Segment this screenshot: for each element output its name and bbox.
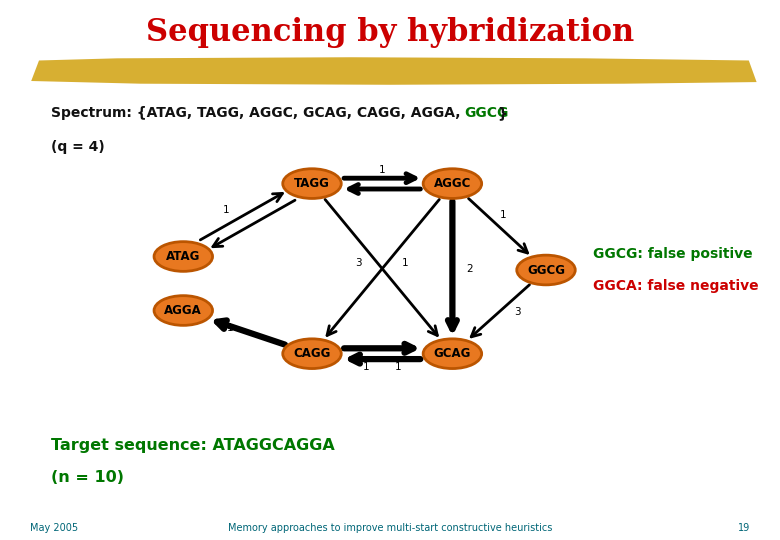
Text: }: } bbox=[498, 106, 508, 120]
Text: Spectrum: {ATAG, TAGG, AGGC, GCAG, CAGG, AGGA,: Spectrum: {ATAG, TAGG, AGGC, GCAG, CAGG,… bbox=[51, 106, 465, 120]
Text: GGCG: false positive: GGCG: false positive bbox=[593, 247, 753, 261]
Text: 1: 1 bbox=[222, 205, 229, 215]
Text: GCAG: GCAG bbox=[434, 347, 471, 360]
Ellipse shape bbox=[154, 295, 212, 325]
Text: 1: 1 bbox=[379, 165, 385, 175]
Text: AGGC: AGGC bbox=[434, 177, 471, 190]
Text: 19: 19 bbox=[738, 523, 750, 533]
Text: GGCG: GGCG bbox=[527, 264, 565, 276]
Polygon shape bbox=[31, 57, 757, 85]
Text: 1: 1 bbox=[402, 258, 409, 268]
Ellipse shape bbox=[154, 241, 212, 271]
Text: GGCA: false negative: GGCA: false negative bbox=[593, 279, 758, 293]
Text: GGCG: GGCG bbox=[464, 106, 509, 120]
Text: CAGG: CAGG bbox=[293, 347, 331, 360]
Text: 3: 3 bbox=[515, 307, 521, 317]
Text: TAGG: TAGG bbox=[294, 177, 330, 190]
Ellipse shape bbox=[282, 168, 342, 199]
Text: 1: 1 bbox=[500, 210, 506, 220]
Text: 1: 1 bbox=[395, 362, 401, 372]
Text: (q = 4): (q = 4) bbox=[51, 140, 105, 154]
Text: 2: 2 bbox=[466, 264, 473, 274]
Text: Sequencing by hybridization: Sequencing by hybridization bbox=[146, 17, 634, 48]
Text: 1: 1 bbox=[227, 323, 234, 333]
Ellipse shape bbox=[282, 339, 342, 368]
Ellipse shape bbox=[423, 339, 482, 368]
Ellipse shape bbox=[423, 168, 482, 199]
Text: 1: 1 bbox=[363, 362, 370, 372]
Text: AGGA: AGGA bbox=[165, 304, 202, 317]
Text: (n = 10): (n = 10) bbox=[51, 470, 124, 485]
Text: 3: 3 bbox=[356, 258, 362, 268]
Text: May 2005: May 2005 bbox=[30, 523, 78, 533]
Text: ATAG: ATAG bbox=[166, 250, 200, 263]
Ellipse shape bbox=[516, 255, 576, 285]
Text: Target sequence: ATAGGCAGGA: Target sequence: ATAGGCAGGA bbox=[51, 438, 335, 453]
Text: Memory approaches to improve multi-start constructive heuristics: Memory approaches to improve multi-start… bbox=[228, 523, 552, 533]
